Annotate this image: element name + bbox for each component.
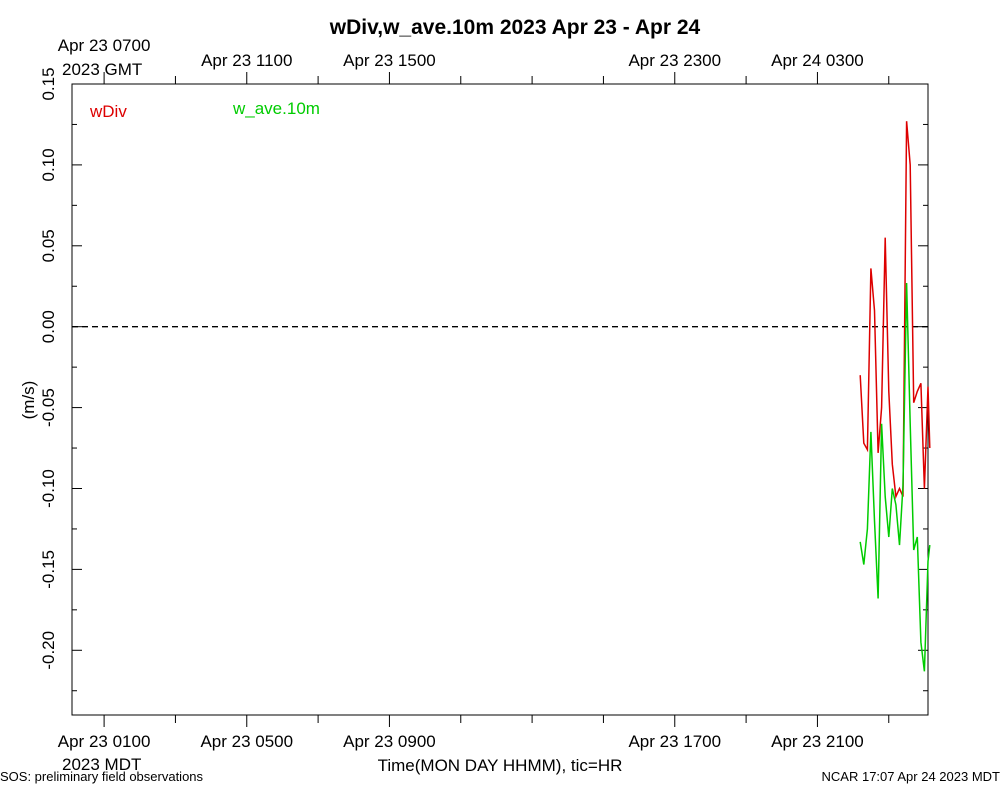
y-tick-label: -0.10 [39,469,58,508]
y-tick-label: -0.05 [39,388,58,427]
plot-frame [71,83,929,716]
x-tick-label-top: Apr 23 0700 [58,36,151,55]
x-tick-label-top: Apr 23 2300 [628,51,721,70]
x-tick-label-bottom: Apr 23 1700 [628,732,721,751]
x-tick-label-top: Apr 23 1100 [201,51,292,70]
x-tick-label-bottom: Apr 23 0100 [58,732,151,751]
y-tick-label: 0.05 [39,229,58,262]
plot-border [71,83,929,716]
legend-w-ave-10m: w_ave.10m [232,99,320,118]
series-line-w-ave-10m [859,282,931,672]
series-line-wdiv [859,121,931,500]
y-axis: 0.15 0.10 0.05 0.00 -0.05 -0.10 -0.15 -0.20 [39,67,928,692]
y-tick-label: -0.20 [39,631,58,670]
x-tick-label-bottom: Apr 23 2100 [771,732,864,751]
y-tick-label: 0.15 [39,67,58,100]
x-axis-bottom: Apr 23 0100 Apr 23 0500 Apr 23 0900 Apr 23 … [58,715,890,751]
x-tick-label-bottom: Apr 23 0500 [200,732,293,751]
y-tick-label: -0.15 [39,550,58,589]
x-tick-label-bottom: Apr 23 0900 [343,732,436,751]
x-axis-label: Time(MON DAY HHMM), tic=HR [378,756,623,775]
y-tick-label: 0.00 [39,310,58,343]
legend-wdiv: wDiv [89,102,127,121]
x-axis-top: Apr 23 0700 Apr 23 1100 Apr 23 1500 Apr 23 … [58,36,890,84]
footer-right: NCAR 17:07 Apr 24 2023 MDT [822,769,1000,784]
footer-left: SOS: preliminary field observations [0,769,204,784]
x-tick-label-top: Apr 23 1500 [343,51,436,70]
top-timezone-label: 2023 GMT [62,60,142,79]
series-layer [859,121,931,672]
chart-title: wDiv,w_ave.10m 2023 Apr 23 - Apr 24 [329,16,701,39]
x-tick-label-top: Apr 24 0300 [771,51,864,70]
y-tick-label: 0.10 [39,148,58,181]
bottom-timezone-label: 2023 MDT [62,755,141,774]
y-axis-label: (m/s) [19,381,38,420]
